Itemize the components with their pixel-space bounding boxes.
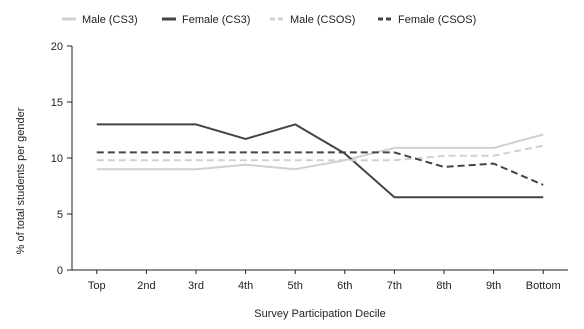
y-axis: 0 5 10 15 20 — [51, 41, 73, 277]
series-line-2 — [96, 144, 544, 162]
x-tick-label: 2nd — [137, 280, 155, 292]
x-tick-label: 3rd — [188, 280, 204, 292]
x-tick-label: 5th — [288, 280, 303, 292]
y-tick-label: 15 — [51, 97, 63, 109]
legend-label: Female (CSOS) — [398, 14, 476, 26]
y-axis-label: % of total students per gender — [15, 107, 27, 254]
x-tick-label: Bottom — [526, 280, 561, 292]
y-tick-label: 5 — [57, 209, 63, 221]
series-line-1 — [96, 123, 544, 199]
y-tick-label: 0 — [57, 265, 63, 277]
x-tick-label: 4th — [238, 280, 253, 292]
y-tick-label: 10 — [51, 153, 63, 165]
x-tick-label: 9th — [486, 280, 501, 292]
x-tick-label: 7th — [387, 280, 402, 292]
x-tick-label: 8th — [436, 280, 451, 292]
x-axis: Top 2nd 3rd 4th 5th 6th 7th 8th 9th Bottom — [72, 269, 568, 292]
series-line-0 — [96, 133, 544, 171]
chart-legend: Male (CS3) Female (CS3) Male (CSOS) Female … — [62, 14, 476, 26]
x-tick-label: 6th — [337, 280, 352, 292]
legend-label: Male (CSOS) — [290, 14, 355, 26]
series-line-3 — [96, 151, 544, 186]
x-tick-label: Top — [88, 280, 106, 292]
legend-label: Male (CS3) — [82, 14, 138, 26]
x-axis-label: Survey Participation Decile — [254, 308, 385, 320]
y-tick-label: 20 — [51, 41, 63, 53]
legend-label: Female (CS3) — [182, 14, 250, 26]
series-layer — [96, 123, 544, 199]
